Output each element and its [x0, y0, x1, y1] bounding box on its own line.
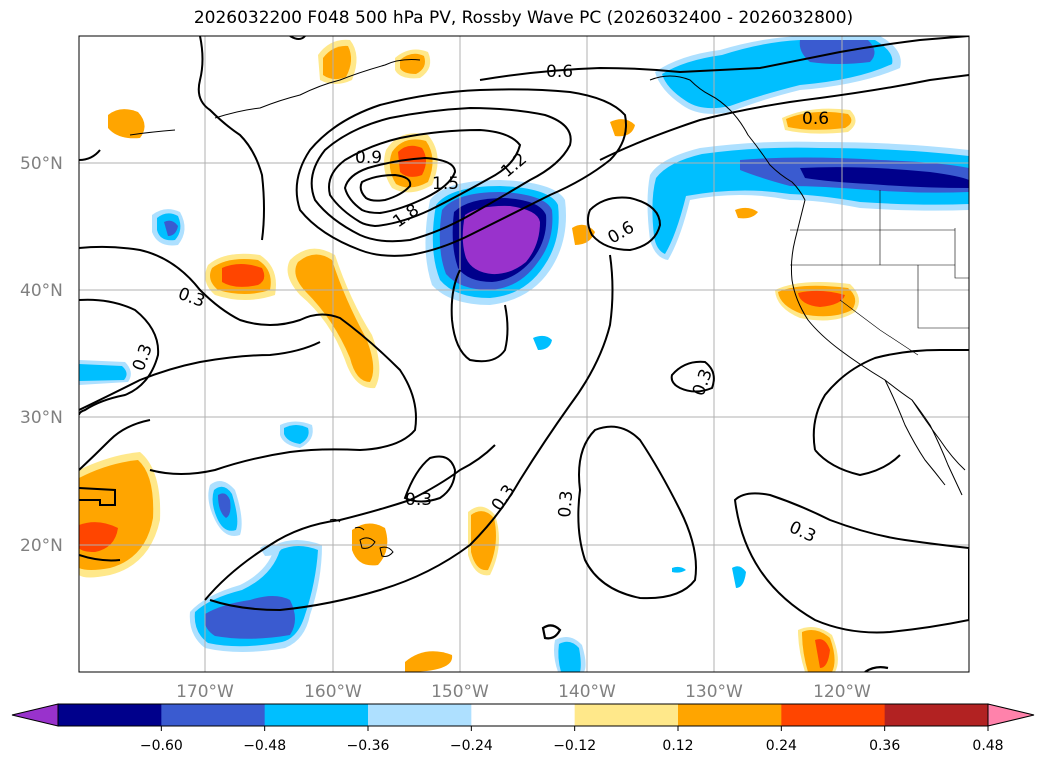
colorbar-segment — [678, 704, 782, 726]
map-frame — [78, 35, 970, 673]
colorbar-frame — [57, 703, 989, 727]
latitude-labels: 50°N 40°N 30°N 20°N — [20, 154, 63, 556]
map-area — [79, 36, 969, 672]
contour-label: 0.6 — [546, 62, 573, 82]
colorbar-tick-label: −0.60 — [140, 738, 183, 754]
lon-label: 130°W — [685, 682, 743, 702]
colorbar-segment — [781, 704, 886, 726]
contour-label: 0.9 — [355, 148, 382, 168]
lon-label: 170°W — [176, 682, 234, 702]
positive-anomaly-shading — [79, 39, 859, 672]
lat-label: 20°N — [20, 536, 63, 556]
colorbar-segment — [471, 704, 576, 726]
contour-label: 0.3 — [555, 490, 577, 519]
colorbar-tick-label: −0.48 — [243, 738, 286, 754]
lon-label: 140°W — [558, 682, 616, 702]
colorbar-segment — [884, 704, 989, 726]
colorbar-tick-label: −0.24 — [450, 738, 493, 754]
colorbar-tick-label: 0.48 — [972, 738, 1003, 754]
contour-label: 1.5 — [432, 174, 459, 194]
islands — [541, 624, 889, 672]
lat-label: 50°N — [20, 154, 63, 174]
coastlines — [129, 59, 969, 557]
map-title: 2026032200 F048 500 hPa PV, Rossby Wave … — [193, 8, 854, 28]
colorbar-right-arrow — [987, 703, 1035, 727]
lat-label: 30°N — [20, 408, 63, 428]
colorbar-tick-label: 0.24 — [766, 738, 797, 754]
longitude-labels: 170°W 160°W 150°W 140°W 130°W 120°W — [176, 682, 871, 702]
colorbar-segment — [368, 704, 472, 726]
colorbar-segment — [264, 704, 369, 726]
colorbar-tick-labels: −0.60 −0.48 −0.36 −0.24 −0.12 0.12 0.24 0.36 0.4… — [140, 726, 1004, 754]
lon-label: 150°W — [431, 682, 489, 702]
colorbar-tick-label: −0.36 — [347, 738, 390, 754]
colorbar-tick-label: −0.12 — [553, 738, 596, 754]
graticule — [79, 36, 969, 672]
colorbar-segments — [58, 704, 989, 726]
colorbar-segment — [574, 704, 679, 726]
lat-label: 40°N — [20, 281, 63, 301]
contour-label: 0.6 — [802, 109, 829, 129]
colorbar-segment — [161, 704, 266, 726]
colorbar-tick-label: 0.36 — [869, 738, 900, 754]
lon-label: 120°W — [813, 682, 871, 702]
colorbar-segment — [58, 704, 162, 726]
map-contents — [79, 36, 969, 672]
pv-contours — [79, 36, 969, 634]
contour-label: 0.3 — [405, 490, 432, 510]
colorbar-tick-label: 0.12 — [662, 738, 693, 754]
lon-label: 160°W — [304, 682, 362, 702]
colorbar-left-arrow — [11, 703, 59, 727]
negative-anomaly-shading — [79, 36, 969, 672]
colorbar: −0.60 −0.48 −0.36 −0.24 −0.12 0.12 0.24 0.36 0.4… — [11, 703, 1035, 754]
